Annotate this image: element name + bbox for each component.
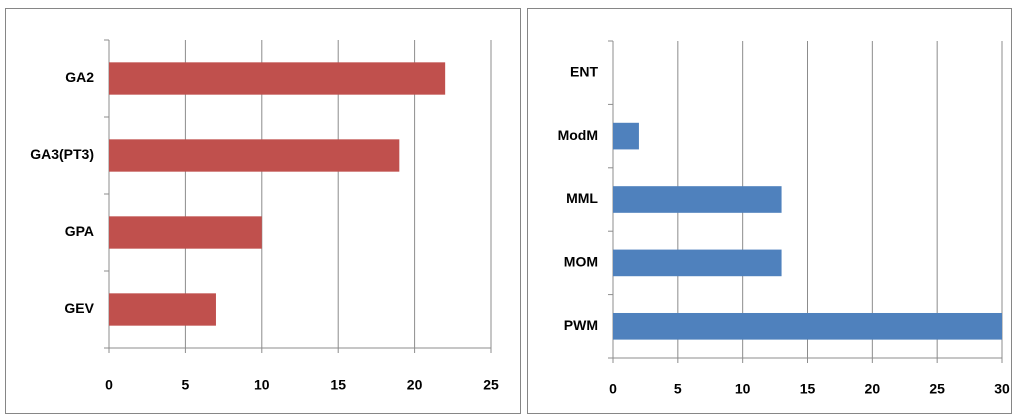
x-tick-label: 0 [105, 377, 113, 393]
x-tick-label: 30 [994, 381, 1010, 397]
y-tick-label: PWM [564, 317, 598, 333]
x-tick-label: 25 [929, 381, 945, 397]
y-tick-label: MML [566, 190, 598, 206]
x-tick-label: 5 [182, 377, 190, 393]
x-tick-label: 15 [330, 377, 346, 393]
x-tick-label: 20 [407, 377, 423, 393]
y-tick-label: MOM [564, 254, 598, 270]
x-tick-label: 0 [609, 381, 617, 397]
bar [109, 62, 446, 95]
bar [109, 216, 262, 249]
x-tick-label: 10 [254, 377, 270, 393]
bar [613, 249, 782, 277]
y-tick-label: GEV [64, 300, 94, 316]
x-tick-label: 10 [735, 381, 751, 397]
y-tick-label: GA3(PT3) [30, 146, 94, 162]
y-tick-label: ModM [558, 127, 598, 143]
y-tick-label: GA2 [65, 69, 94, 85]
y-tick-label: GPA [65, 223, 94, 239]
bar [613, 186, 782, 213]
x-tick-label: 5 [674, 381, 682, 397]
x-tick-label: 25 [483, 377, 499, 393]
bar [613, 122, 639, 150]
x-tick-label: 20 [865, 381, 881, 397]
y-tick-label: ENT [570, 63, 598, 79]
bar [109, 293, 216, 326]
x-tick-label: 15 [800, 381, 816, 397]
bar [613, 312, 1002, 340]
bar [109, 139, 400, 172]
